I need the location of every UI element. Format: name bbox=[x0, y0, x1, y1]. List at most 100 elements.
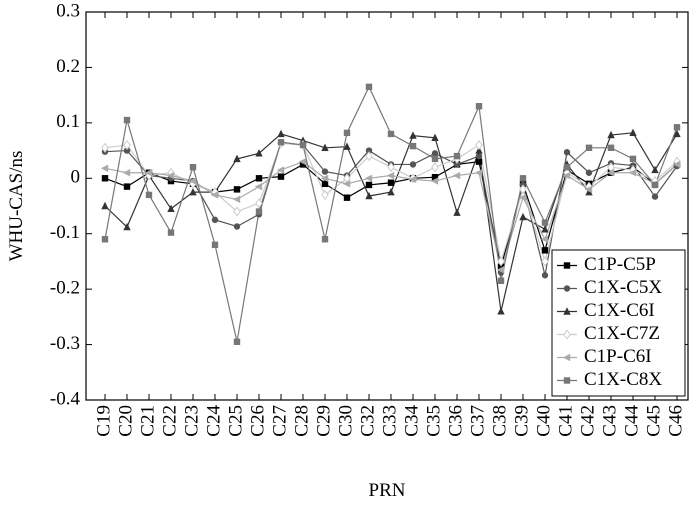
data-point bbox=[475, 158, 483, 165]
data-point bbox=[452, 171, 461, 180]
data-point bbox=[541, 219, 549, 226]
data-point bbox=[255, 208, 263, 215]
x-tick-label: C29 bbox=[313, 405, 334, 437]
data-point bbox=[453, 152, 461, 160]
data-point bbox=[320, 174, 329, 182]
data-point bbox=[475, 146, 483, 154]
data-point bbox=[365, 191, 373, 200]
data-point bbox=[387, 162, 395, 173]
data-point bbox=[364, 174, 373, 182]
data-point bbox=[189, 164, 197, 171]
data-point bbox=[541, 225, 549, 233]
data-point bbox=[673, 124, 681, 131]
data-point bbox=[123, 183, 131, 190]
data-point bbox=[409, 161, 417, 168]
data-point bbox=[365, 151, 373, 162]
data-point bbox=[672, 160, 681, 169]
data-point bbox=[431, 150, 439, 157]
data-point bbox=[321, 180, 329, 188]
legend-label: C1X-C6I bbox=[584, 300, 655, 321]
data-point bbox=[651, 193, 659, 200]
x-tick-label: C39 bbox=[511, 405, 532, 437]
x-tick-label: C20 bbox=[115, 405, 136, 437]
x-tick-label: C30 bbox=[335, 405, 356, 437]
x-tick-label: C25 bbox=[225, 405, 246, 437]
x-axis-label: PRN bbox=[369, 480, 406, 501]
x-tick-label: C27 bbox=[269, 405, 290, 437]
data-point bbox=[651, 181, 659, 189]
x-tick-label: C19 bbox=[93, 405, 114, 437]
x-tick-label: C35 bbox=[423, 405, 444, 437]
y-tick-label: -0.4 bbox=[50, 388, 81, 409]
legend-marker bbox=[563, 262, 571, 269]
data-point bbox=[518, 193, 527, 202]
data-point bbox=[299, 141, 307, 149]
data-point bbox=[233, 206, 241, 217]
x-tick-label: C23 bbox=[181, 405, 202, 437]
y-axis-label: WHU-CAS/ns bbox=[6, 151, 27, 262]
legend: C1P-C5PC1X-C5XC1X-C6IC1X-C7ZC1P-C6IC1X-C… bbox=[551, 249, 686, 397]
data-point bbox=[585, 144, 593, 151]
legend-marker bbox=[563, 377, 571, 384]
data-point bbox=[431, 155, 439, 163]
data-point bbox=[607, 130, 615, 139]
data-point bbox=[144, 169, 153, 177]
data-point bbox=[475, 152, 483, 160]
data-point bbox=[100, 164, 109, 173]
data-point bbox=[188, 177, 197, 185]
data-point bbox=[628, 169, 637, 177]
x-tick-label: C21 bbox=[137, 405, 158, 437]
data-point bbox=[431, 162, 439, 173]
data-point bbox=[123, 116, 131, 124]
x-tick-label: C41 bbox=[555, 405, 576, 437]
data-point bbox=[167, 204, 175, 212]
data-point bbox=[387, 130, 395, 138]
data-point bbox=[497, 277, 505, 285]
data-point bbox=[321, 168, 329, 175]
data-point bbox=[585, 187, 593, 196]
legend-marker bbox=[563, 307, 571, 315]
data-point bbox=[321, 189, 329, 200]
y-tick-label: -0.2 bbox=[50, 278, 80, 299]
data-point bbox=[584, 185, 593, 194]
data-point bbox=[541, 247, 549, 254]
x-tick-label: C26 bbox=[247, 405, 268, 437]
x-tick-label: C38 bbox=[489, 405, 510, 437]
data-point bbox=[430, 177, 439, 185]
x-tick-label: C28 bbox=[291, 405, 312, 437]
x-tick-label: C36 bbox=[445, 405, 466, 437]
data-point bbox=[629, 155, 637, 163]
data-point bbox=[409, 131, 417, 139]
data-point bbox=[453, 161, 461, 168]
data-point bbox=[211, 241, 219, 248]
data-point bbox=[232, 195, 241, 204]
data-point bbox=[607, 144, 615, 151]
data-point bbox=[189, 187, 197, 196]
y-tick-label: 0.2 bbox=[56, 56, 80, 77]
data-point bbox=[255, 198, 263, 209]
data-point bbox=[166, 171, 175, 180]
x-tick-label: C22 bbox=[159, 405, 180, 437]
x-tick-label: C46 bbox=[665, 405, 686, 437]
data-point bbox=[562, 171, 571, 180]
data-point bbox=[386, 171, 395, 180]
legend-marker bbox=[562, 353, 571, 362]
legend-label: C1X-C5X bbox=[584, 277, 662, 298]
data-point bbox=[233, 338, 241, 345]
data-point bbox=[101, 142, 109, 153]
data-point bbox=[321, 143, 329, 151]
data-point bbox=[497, 256, 505, 267]
data-point bbox=[254, 182, 263, 191]
data-point bbox=[651, 165, 659, 174]
data-point bbox=[541, 256, 549, 267]
data-point bbox=[342, 180, 351, 188]
data-point bbox=[233, 154, 241, 163]
data-point bbox=[101, 236, 109, 243]
data-point bbox=[431, 133, 439, 142]
legend-box bbox=[551, 249, 686, 397]
data-point bbox=[123, 140, 131, 151]
data-point bbox=[606, 169, 615, 177]
x-tick-label: C24 bbox=[203, 405, 224, 437]
data-point bbox=[365, 147, 373, 154]
